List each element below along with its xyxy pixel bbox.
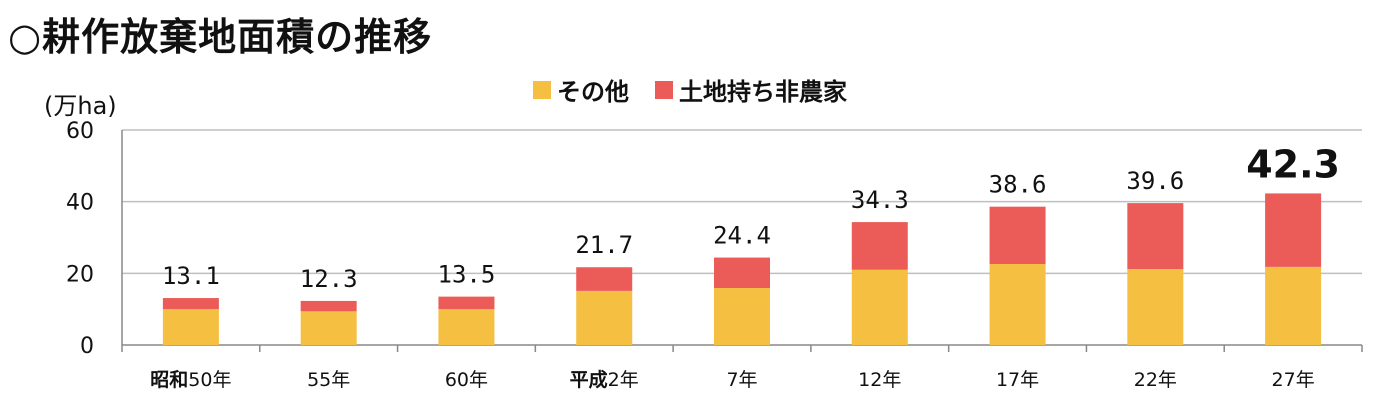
- x-category-label: 60年: [445, 369, 488, 391]
- bar-segment-nonfarm: [1265, 193, 1322, 267]
- y-axis-unit-label: (万ha): [44, 92, 117, 120]
- bar-total-label: 13.5: [438, 261, 496, 289]
- y-tick-label: 0: [80, 334, 94, 359]
- y-tick-label: 40: [66, 191, 94, 216]
- legend-swatch-other: [533, 80, 551, 99]
- bar-segment-other: [851, 269, 908, 345]
- x-category-label: 平成2年: [570, 368, 639, 391]
- x-category-label: 55年: [307, 369, 350, 391]
- bar-segment-other: [438, 309, 495, 345]
- bar-segment-nonfarm: [438, 296, 495, 310]
- x-category-label: 7年: [726, 369, 757, 391]
- bar-total-label: 21.7: [575, 231, 633, 259]
- bar-segment-nonfarm: [576, 267, 633, 291]
- page-title: ○耕作放棄地面積の推移: [8, 15, 433, 59]
- bar-segment-other: [300, 311, 357, 345]
- bar-segment-other: [1127, 269, 1184, 345]
- bar-total-label: 12.3: [300, 265, 358, 293]
- x-category-label: 17年: [996, 369, 1039, 391]
- bar-segment-other: [162, 309, 219, 345]
- legend-label-nonfarm: 土地持ち非農家: [679, 78, 847, 106]
- x-category-label: 12年: [858, 369, 901, 391]
- bar-segment-nonfarm: [1127, 203, 1184, 270]
- bar-total-label: 38.6: [989, 171, 1047, 199]
- y-tick-label: 20: [66, 262, 94, 287]
- legend-swatch-nonfarm: [655, 80, 673, 99]
- legend-label-other: その他: [557, 78, 629, 106]
- bar-segment-nonfarm: [851, 222, 908, 270]
- legend-item-other: その他: [533, 72, 629, 107]
- x-category-label: 22年: [1134, 369, 1177, 391]
- bar-segment-nonfarm: [300, 300, 357, 312]
- bar-total-label: 13.1: [162, 262, 220, 290]
- y-tick-label: 60: [66, 119, 94, 144]
- bar-segment-nonfarm: [162, 298, 219, 310]
- bar-total-label: 34.3: [851, 186, 909, 214]
- legend-item-nonfarm: 土地持ち非農家: [655, 72, 847, 107]
- bar-segment-other: [714, 288, 770, 345]
- bar-segment-nonfarm: [989, 206, 1046, 265]
- x-category-label: 27年: [1272, 369, 1315, 391]
- chart-legend: その他 土地持ち非農家: [533, 72, 865, 107]
- bar-segment-other: [1265, 266, 1322, 345]
- bar-total-label: 24.4: [713, 222, 771, 250]
- x-category-label: 昭和50年: [150, 368, 231, 391]
- bar-segment-other: [576, 290, 633, 345]
- bar-segment-nonfarm: [714, 257, 770, 289]
- bar-total-label: 39.6: [1126, 167, 1184, 195]
- bar-segment-other: [989, 264, 1046, 345]
- bar-total-label: 42.3: [1246, 142, 1340, 186]
